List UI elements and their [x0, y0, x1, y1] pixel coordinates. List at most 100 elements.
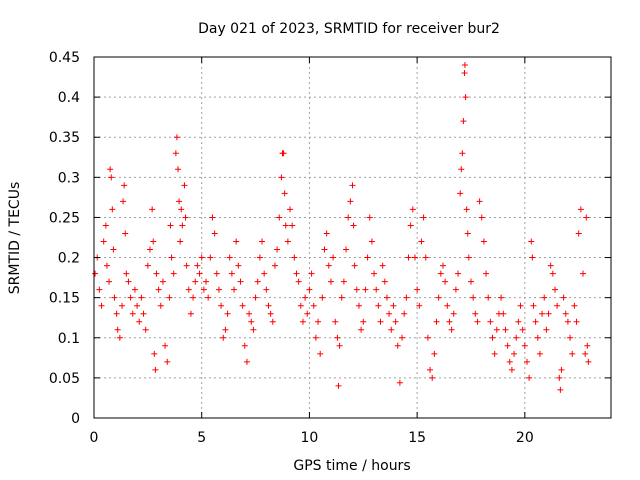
data-point	[506, 358, 513, 365]
data-point	[119, 302, 126, 309]
data-point	[312, 334, 319, 341]
data-point	[541, 294, 548, 301]
data-point	[176, 198, 183, 205]
data-point	[508, 366, 515, 373]
data-point	[110, 246, 117, 253]
data-point	[381, 278, 388, 285]
data-point	[502, 326, 509, 333]
data-point	[575, 230, 582, 237]
data-point	[123, 270, 130, 277]
data-point	[465, 254, 472, 261]
data-point	[427, 366, 434, 373]
data-point	[444, 302, 451, 309]
data-point	[579, 270, 586, 277]
data-point	[92, 270, 99, 277]
y-tick-label: 0.25	[49, 210, 80, 226]
data-point	[185, 286, 192, 293]
data-point	[131, 286, 138, 293]
data-point	[513, 334, 520, 341]
data-point	[411, 254, 418, 261]
data-point	[317, 350, 324, 357]
chart-title: Day 021 of 2023, SRMTID for receiver bur…	[198, 21, 500, 37]
data-point	[532, 318, 539, 325]
data-point	[254, 278, 261, 285]
data-point	[418, 238, 425, 245]
data-point	[340, 278, 347, 285]
data-point	[534, 334, 541, 341]
data-point	[327, 278, 334, 285]
data-point	[549, 270, 556, 277]
data-point	[429, 374, 436, 381]
data-point	[306, 286, 313, 293]
data-point	[515, 318, 522, 325]
data-point	[170, 270, 177, 277]
data-point	[470, 294, 477, 301]
data-point	[353, 286, 360, 293]
data-point	[113, 310, 120, 317]
data-point	[291, 254, 298, 261]
data-point	[134, 302, 141, 309]
axis-ticks: 0 0.05 0.1 0.15 0.2 0.25 0.3 0.35 0.4 0.45 0 5 10 15 2…	[49, 50, 611, 446]
data-point	[343, 246, 350, 253]
data-point	[460, 118, 467, 125]
data-point	[556, 374, 563, 381]
data-point	[420, 214, 427, 221]
data-point	[547, 262, 554, 269]
data-point	[151, 350, 158, 357]
data-point	[98, 302, 105, 309]
data-point	[280, 150, 287, 157]
data-point	[332, 318, 339, 325]
data-point	[442, 278, 449, 285]
data-point	[142, 326, 149, 333]
data-point	[190, 294, 197, 301]
data-point	[560, 294, 567, 301]
data-point	[424, 334, 431, 341]
data-point	[530, 302, 537, 309]
data-point	[345, 214, 352, 221]
data-point	[308, 270, 315, 277]
data-point	[562, 310, 569, 317]
data-point	[168, 254, 175, 261]
data-point	[409, 206, 416, 213]
data-point	[437, 270, 444, 277]
data-point	[455, 270, 462, 277]
data-point	[379, 262, 386, 269]
data-point	[554, 302, 561, 309]
data-point	[519, 326, 526, 333]
data-point	[173, 134, 180, 141]
data-point	[325, 262, 332, 269]
data-point	[567, 334, 574, 341]
data-point	[462, 94, 469, 101]
data-point	[584, 342, 591, 349]
data-point	[310, 302, 317, 309]
x-axis-label: GPS time / hours	[293, 458, 410, 474]
data-point	[569, 350, 576, 357]
data-point	[407, 222, 414, 229]
data-point	[175, 166, 182, 173]
data-point	[287, 206, 294, 213]
data-point	[127, 294, 134, 301]
data-point	[448, 326, 455, 333]
data-point	[573, 318, 580, 325]
data-point	[396, 379, 403, 386]
data-point	[392, 318, 399, 325]
data-point	[215, 286, 222, 293]
data-point	[487, 318, 494, 325]
data-point	[147, 246, 154, 253]
y-tick-label: 0.2	[58, 251, 80, 267]
data-point	[157, 302, 164, 309]
data-point	[526, 374, 533, 381]
data-point	[360, 318, 367, 325]
data-point	[401, 310, 408, 317]
data-point	[551, 286, 558, 293]
data-point	[209, 214, 216, 221]
data-point	[100, 238, 107, 245]
y-axis-label: SRMTID / TECUs	[7, 182, 23, 295]
data-point	[521, 342, 528, 349]
data-point	[203, 278, 210, 285]
data-point	[517, 302, 524, 309]
data-point	[358, 326, 365, 333]
data-point	[297, 302, 304, 309]
data-point	[334, 334, 341, 341]
